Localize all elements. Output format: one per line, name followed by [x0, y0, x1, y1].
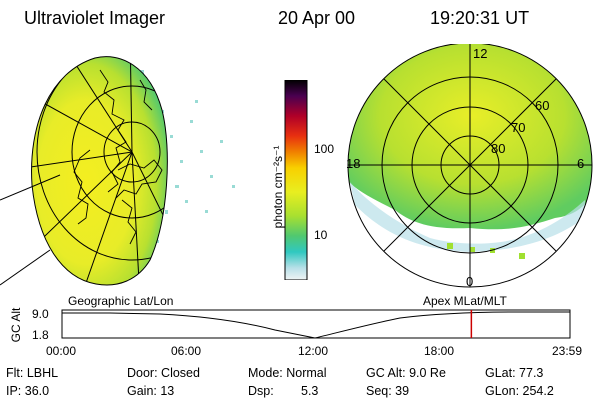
coastline-outline [73, 69, 163, 245]
time-tick-1200: 12:00 [298, 344, 329, 358]
dim-emission-fringe [350, 182, 585, 252]
gain-readout: Gain: 13 [127, 384, 175, 398]
geographic-image-panel [0, 56, 235, 286]
time-tick-0000: 00:00 [46, 344, 77, 358]
mlt-label-6: 6 [577, 156, 584, 171]
gc-alt-readout: GC Alt: 9.0 Re [366, 366, 446, 380]
dsp-value: 5.3 [301, 384, 319, 398]
polar-mlt-plot: 12 18 6 0 60 70 80 [346, 44, 593, 289]
colorbar-tick-10: 10 [314, 228, 328, 242]
filter-readout: Flt: LBHL [6, 366, 59, 380]
apex-projection-label: Apex MLat/MLT [423, 294, 507, 308]
gc-alt-plot [61, 309, 571, 339]
gc-alt-plot-frame [61, 309, 571, 339]
earth-limb [31, 56, 168, 286]
sequence-readout: Seq: 39 [366, 384, 410, 398]
door-readout: Door: Closed [127, 366, 200, 380]
observation-time: 19:20:31 UT [430, 8, 530, 28]
gc-alt-tick-low: 1.8 [32, 328, 49, 342]
time-tick-2359: 23:59 [552, 344, 583, 358]
colorbar-unit-label: photon cm⁻²s⁻¹ [271, 145, 285, 229]
ip-readout: IP: 36.0 [6, 384, 50, 398]
geographic-lat-readout: GLat: 77.3 [485, 366, 544, 380]
observation-date: 20 Apr 00 [278, 8, 356, 28]
lat-label-80: 80 [491, 141, 505, 156]
mlt-label-0: 0 [466, 274, 473, 289]
geographic-projection-label: Geographic Lat/Lon [68, 294, 174, 308]
polar-grid [347, 44, 593, 288]
gc-alt-tick-high: 9.0 [32, 307, 49, 321]
time-tick-0600: 06:00 [171, 344, 202, 358]
auroral-emission-region [348, 44, 592, 230]
mlt-label-18: 18 [346, 156, 360, 171]
lat-label-60: 60 [535, 98, 549, 113]
time-tick-1800: 18:00 [424, 344, 455, 358]
intensity-colorbar [284, 80, 308, 280]
geographic-lon-readout: GLon: 254.2 [485, 384, 554, 398]
dsp-label: Dsp: [248, 384, 274, 398]
earth-disk [31, 56, 168, 286]
lat-label-70: 70 [511, 120, 525, 135]
mlt-label-12: 12 [473, 46, 487, 61]
mode-readout: Mode: Normal [248, 366, 327, 380]
app-title: Ultraviolet Imager [24, 8, 166, 28]
colorbar-tick-100: 100 [314, 142, 335, 156]
gc-alt-curve [62, 311, 570, 339]
gc-alt-axis-label: GC Alt [9, 307, 23, 343]
